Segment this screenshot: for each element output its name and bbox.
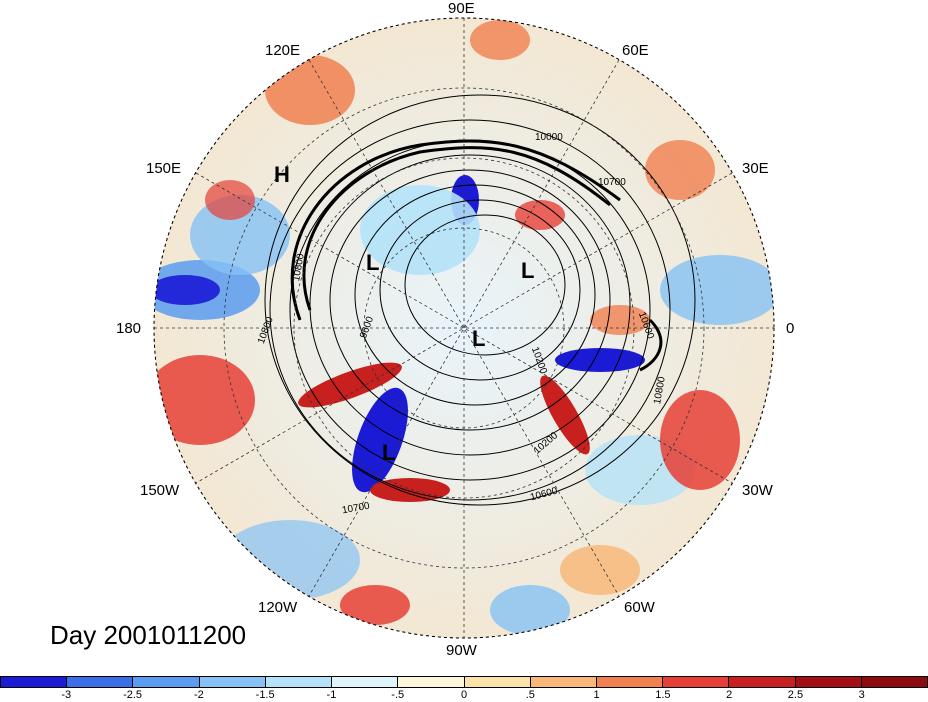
- colorbar-box: [398, 677, 465, 687]
- map-title: Day 2001011200: [50, 620, 247, 650]
- contour-label: 10700: [598, 177, 626, 188]
- colorbar-tick-label: 1: [593, 689, 600, 701]
- colorbar-tick-label: .5: [525, 689, 535, 701]
- height-contours: [264, 94, 696, 506]
- lon-label-30e: 30E: [742, 160, 769, 177]
- jet-contours: [290, 139, 663, 372]
- colorbar-box: [1, 677, 68, 687]
- colorbar-tick-label: 1.5: [655, 689, 671, 701]
- colorbar-tick-label: -1.5: [255, 689, 275, 701]
- colorbar-box: [795, 677, 862, 687]
- polar-map: [153, 17, 775, 639]
- colorbar-tick-label: -.5: [391, 689, 405, 701]
- colorbar-box: [596, 677, 664, 687]
- lon-label-90e: 90E: [448, 0, 475, 17]
- low-pressure-marker: L: [472, 326, 486, 351]
- high-pressure-marker: H: [274, 162, 290, 187]
- colorbar-tick-label: 0: [460, 689, 468, 701]
- low-pressure-marker: L: [382, 440, 396, 465]
- lon-label-90w: 90W: [446, 642, 477, 659]
- colorbar-box: [332, 677, 399, 687]
- colorbar-box: [199, 677, 266, 687]
- colorbar-tick-label: -1: [326, 689, 337, 701]
- colorbar-box: [729, 677, 796, 687]
- colorbar-box: [663, 677, 730, 687]
- lon-label-150w: 150W: [140, 482, 180, 499]
- lon-label-120e: 120E: [265, 42, 301, 59]
- colorbar-box: [265, 677, 333, 687]
- colorbar-tick-label: 2: [726, 689, 733, 701]
- low-pressure-marker: L: [521, 258, 535, 283]
- lon-label-180: 180: [116, 320, 142, 337]
- contour-label: 10000: [535, 132, 563, 143]
- colorbar-box: [861, 677, 928, 687]
- colorbar-box: [67, 677, 134, 687]
- colorbar-tick-label: 3: [858, 689, 865, 701]
- lon-label-30w: 30W: [742, 482, 773, 499]
- colorbar-tick-label: 2.5: [787, 689, 804, 701]
- lon-label-120w: 120W: [258, 599, 298, 616]
- colorbar-tick-label: -2: [193, 689, 204, 701]
- colorbar-box: [464, 677, 531, 687]
- colorbar: [0, 676, 928, 688]
- lon-label-60w: 60W: [624, 599, 655, 616]
- colorbar-tick-label: -3: [61, 689, 72, 701]
- lon-label-60e: 60E: [622, 42, 649, 59]
- low-pressure-marker: L: [366, 250, 380, 275]
- lon-label-150e: 150E: [146, 160, 182, 177]
- colorbar-box: [133, 677, 200, 687]
- colorbar-box: [530, 677, 597, 687]
- lon-label-0: 0: [786, 320, 795, 337]
- colorbar-tick-label: -2.5: [123, 689, 143, 701]
